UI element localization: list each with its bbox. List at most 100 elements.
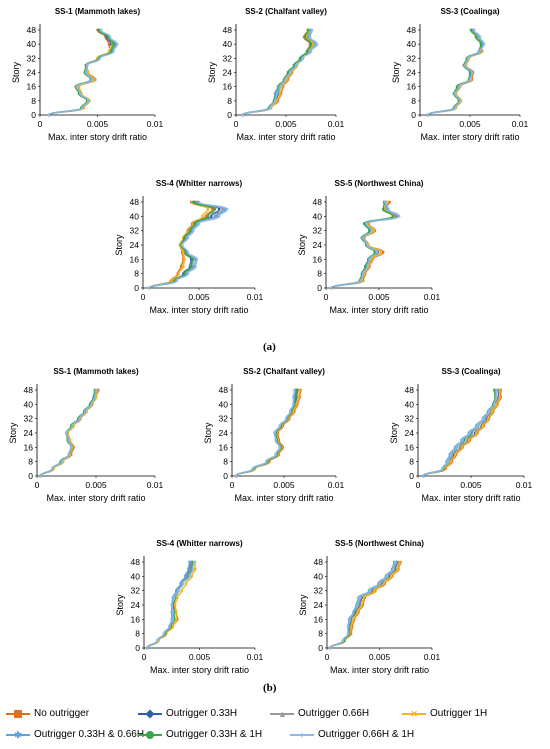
series-line bbox=[48, 29, 114, 116]
data-point bbox=[87, 71, 90, 74]
data-point bbox=[177, 589, 180, 592]
chart-title: SS-4 (Whitter narrows) bbox=[156, 179, 243, 188]
y-tick-label: 24 bbox=[219, 428, 229, 438]
data-point bbox=[309, 43, 313, 46]
y-tick-label: 48 bbox=[24, 385, 34, 395]
data-point bbox=[368, 258, 371, 261]
x-tick-label: 0.01 bbox=[328, 480, 345, 490]
y-tick-label: 24 bbox=[314, 600, 324, 610]
chart-title: SS-5 (Northwest China) bbox=[335, 179, 424, 188]
y-tick-label: 0 bbox=[31, 110, 36, 120]
data-point bbox=[292, 403, 295, 406]
data-point bbox=[107, 43, 111, 46]
x-tick-label: 0.01 bbox=[424, 652, 441, 662]
series-line bbox=[422, 390, 502, 477]
data-point bbox=[188, 575, 191, 578]
data-point bbox=[387, 208, 390, 211]
y-tick-label: 8 bbox=[28, 457, 33, 467]
y-tick-label: 8 bbox=[31, 96, 36, 106]
series-line bbox=[422, 389, 497, 477]
data-point bbox=[77, 85, 81, 88]
chart-panel: SS-2 (Chalfant valley) 0 8 16 24 32 40 48 0 0.005… bbox=[207, 7, 345, 142]
y-tick-label: 40 bbox=[24, 399, 34, 409]
x-axis-label: Max. inter story drift ratio bbox=[420, 132, 519, 142]
data-point bbox=[361, 272, 365, 275]
data-point bbox=[478, 35, 482, 39]
x-axis-label: Max. inter story drift ratio bbox=[150, 665, 249, 675]
legend-label: Outrigger 0.66H bbox=[298, 708, 370, 719]
data-point bbox=[188, 229, 192, 232]
data-point bbox=[309, 50, 313, 53]
y-tick-label: 16 bbox=[405, 442, 415, 452]
data-point bbox=[184, 251, 187, 254]
data-point bbox=[192, 560, 196, 564]
data-point bbox=[67, 439, 71, 442]
data-point bbox=[70, 446, 73, 449]
y-tick-label: 16 bbox=[313, 254, 323, 264]
data-point bbox=[183, 236, 186, 239]
data-point bbox=[463, 64, 467, 67]
data-point bbox=[72, 424, 75, 427]
data-point bbox=[472, 28, 476, 32]
data-point bbox=[278, 424, 281, 427]
y-tick-label: 48 bbox=[313, 197, 323, 207]
data-point bbox=[81, 106, 84, 110]
series-line bbox=[422, 390, 500, 477]
data-point bbox=[112, 43, 115, 46]
data-point bbox=[175, 279, 178, 282]
chart-panel: SS-5 (Northwest China) 0 8 16 24 32 40 48 0 0.005… bbox=[298, 539, 441, 675]
data-point bbox=[173, 279, 176, 282]
y-tick-label: 32 bbox=[27, 53, 37, 63]
data-point bbox=[187, 568, 190, 571]
chart-panel: SS-1 (Mammoth lakes) 0 8 16 24 32 40 48 0 0.005 0.… bbox=[11, 7, 164, 142]
data-point bbox=[106, 35, 109, 39]
data-point bbox=[495, 388, 498, 392]
y-tick-label: 48 bbox=[27, 25, 37, 35]
legend-swatch: ✕ bbox=[402, 709, 426, 719]
data-point bbox=[391, 568, 395, 571]
y-tick-label: 24 bbox=[313, 240, 323, 250]
y-tick-label: 0 bbox=[223, 471, 228, 481]
data-point bbox=[107, 50, 111, 53]
data-point bbox=[398, 560, 401, 564]
figure: SS-1 (Mammoth lakes) 0 8 16 24 32 40 48 0 0.005 0.… bbox=[8, 7, 533, 675]
y-tick-label: 32 bbox=[314, 586, 324, 596]
y-tick-label: 0 bbox=[409, 471, 414, 481]
data-point bbox=[92, 78, 96, 81]
y-axis-label: Story bbox=[115, 594, 125, 616]
series-line bbox=[48, 29, 117, 116]
x-tick-label: 0.005 bbox=[459, 119, 481, 129]
y-tick-label: 0 bbox=[411, 110, 416, 120]
y-tick-label: 32 bbox=[313, 226, 323, 236]
series-line bbox=[146, 561, 191, 649]
data-point bbox=[191, 568, 194, 571]
data-point bbox=[295, 388, 298, 392]
data-point bbox=[84, 410, 87, 413]
data-point bbox=[370, 258, 373, 261]
y-axis-label: Story bbox=[389, 422, 399, 444]
data-point bbox=[482, 417, 485, 420]
legend-swatch bbox=[138, 708, 162, 719]
data-point bbox=[170, 279, 174, 282]
series-line bbox=[242, 29, 318, 116]
y-tick-label: 48 bbox=[223, 25, 233, 35]
data-point bbox=[386, 200, 389, 204]
data-point bbox=[235, 474, 238, 478]
data-point bbox=[176, 596, 179, 599]
data-point bbox=[180, 589, 183, 592]
data-point bbox=[360, 603, 363, 607]
series-line bbox=[427, 29, 485, 116]
legend-label: Outrigger 0.66H & 1H bbox=[318, 729, 415, 740]
data-point bbox=[498, 388, 501, 392]
data-point bbox=[221, 208, 224, 211]
x-tick-label: 0.005 bbox=[369, 652, 391, 662]
chart-title: SS-2 (Chalfant valley) bbox=[245, 7, 327, 16]
data-point bbox=[382, 251, 385, 254]
y-tick-label: 0 bbox=[227, 110, 232, 120]
data-point bbox=[192, 200, 195, 204]
data-point bbox=[294, 64, 298, 67]
series-line bbox=[48, 29, 115, 116]
data-point bbox=[305, 50, 309, 53]
y-tick-label: 48 bbox=[407, 25, 417, 35]
data-point bbox=[93, 396, 96, 399]
